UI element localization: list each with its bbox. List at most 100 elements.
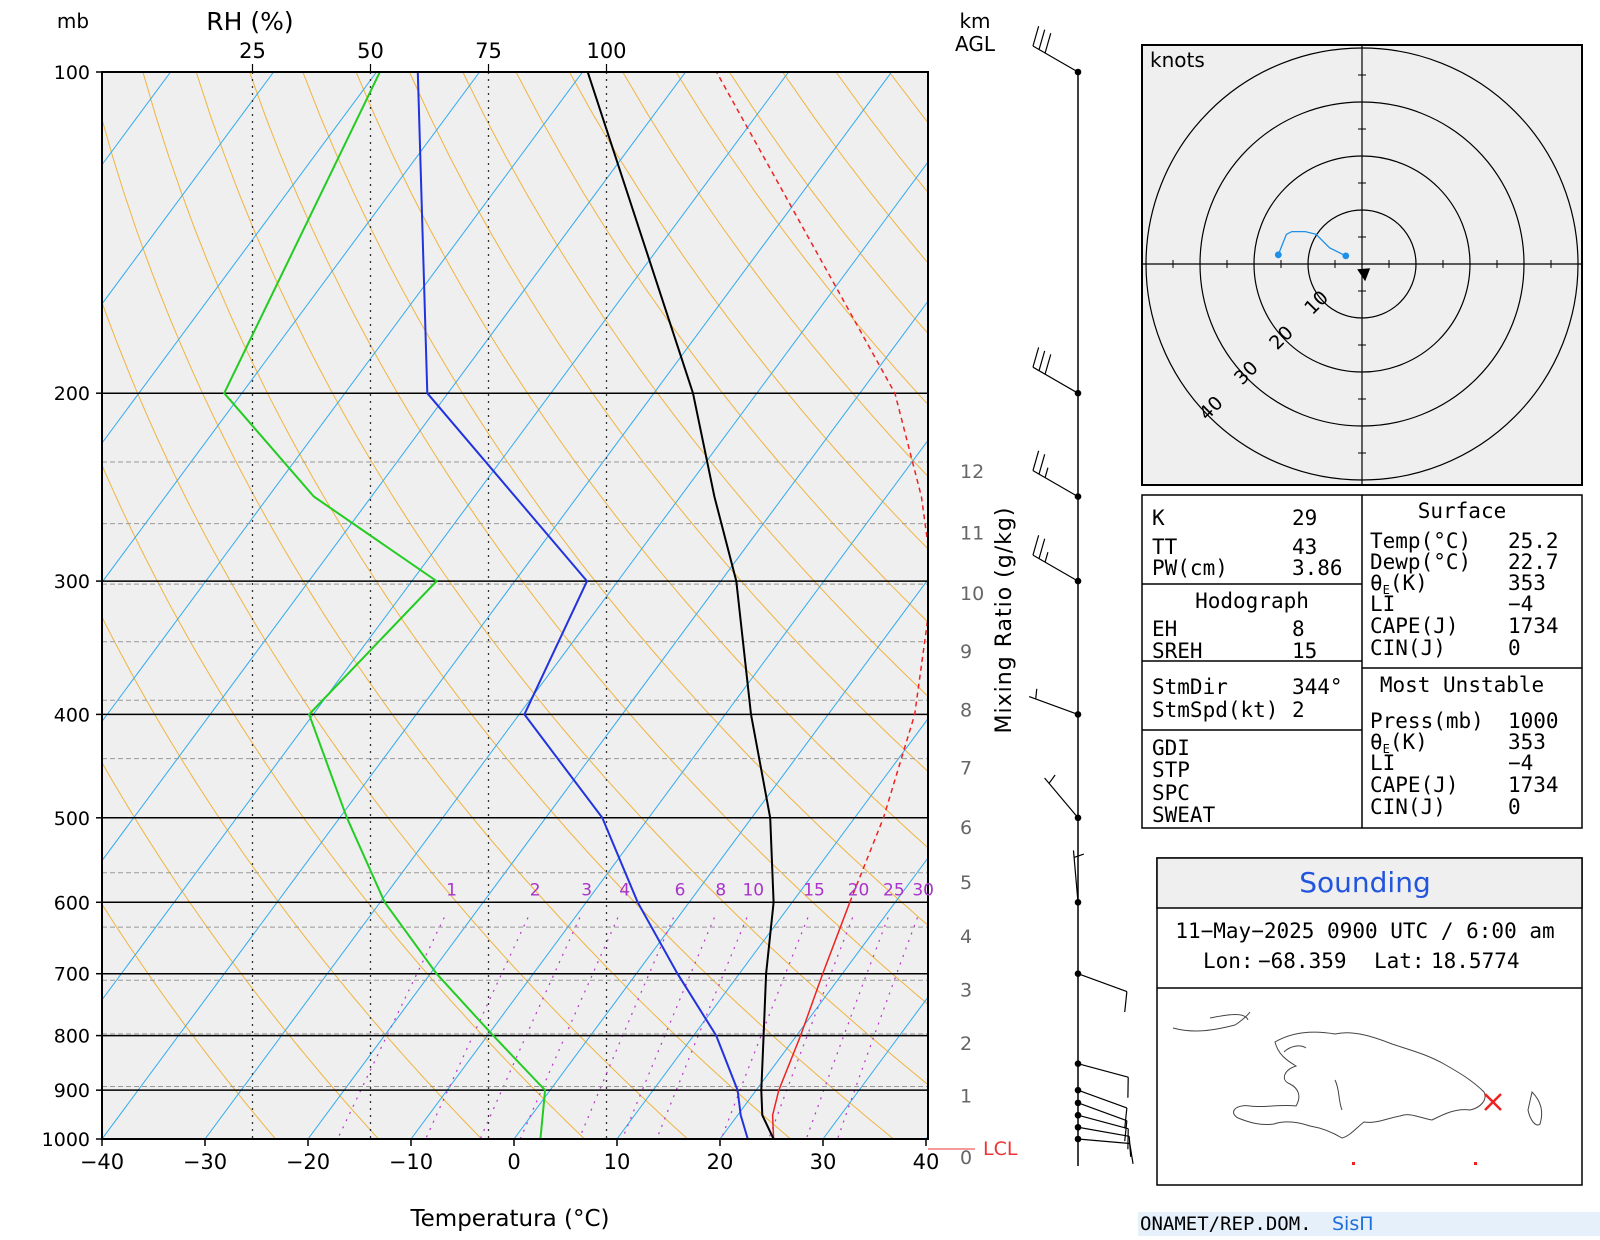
indices-table: K 29 TT 43 PW(cm) 3.86 Hodograph EH 8 SR… — [1142, 495, 1582, 828]
lcl-label: LCL — [983, 1138, 1018, 1160]
temperature-tick-label: −30 — [183, 1150, 227, 1174]
wind-barb — [1033, 535, 1081, 584]
rh-tick-label: 25 — [239, 39, 266, 63]
mixing-ratio-tick-label: 20 — [848, 880, 870, 900]
wind-barb — [1075, 970, 1127, 1012]
pressure-tick-label: 700 — [54, 964, 90, 986]
sreh-label: SREH — [1152, 639, 1203, 663]
hodograph-start-point — [1342, 253, 1349, 260]
rh-tick-label: 75 — [475, 39, 502, 63]
temperature-tick-label: 10 — [604, 1150, 631, 1174]
mixing-ratio-tick-label: 6 — [675, 880, 686, 900]
hodograph-unit-label: knots — [1150, 48, 1205, 72]
surface-title: Surface — [1418, 499, 1507, 523]
wind-barb — [1075, 1112, 1129, 1149]
stmspd-value: 2 — [1292, 698, 1305, 722]
mu-li-value: −4 — [1508, 751, 1533, 775]
pressure-tick-label: 600 — [54, 892, 90, 914]
mixing-ratio-tick-label: 1 — [446, 880, 457, 900]
temperature-tick-label: 30 — [810, 1150, 837, 1174]
mu-cin-value: 0 — [1508, 795, 1521, 819]
sweat-label: SWEAT — [1152, 803, 1216, 827]
wind-barb — [1075, 1124, 1131, 1157]
pw-value: 3.86 — [1292, 556, 1343, 580]
pressure-tick-label: 800 — [54, 1026, 90, 1048]
height-tick-label: 9 — [960, 641, 972, 663]
height-tick-label: 11 — [960, 523, 984, 545]
mixing-ratio-tick-label: 8 — [715, 880, 726, 900]
stmdir-label: StmDir — [1152, 675, 1228, 699]
mixing-ratio-tick-label: 4 — [619, 880, 630, 900]
height-tick-label: 6 — [960, 817, 972, 839]
height-tick-label: 8 — [960, 699, 972, 721]
hodograph-section-title: Hodograph — [1195, 589, 1309, 613]
surface-li-label: LI — [1370, 592, 1395, 616]
mixing-ratio-tick-label: 3 — [581, 880, 592, 900]
lon-label: Lon: — [1203, 949, 1254, 973]
footer-brand: SisΠ — [1332, 1213, 1374, 1235]
mixing-ratio-tick-label: 15 — [803, 880, 825, 900]
mu-cin-label: CIN(J) — [1370, 795, 1446, 819]
pressure-tick-label: 100 — [54, 62, 90, 84]
height-tick-label: 0 — [960, 1147, 972, 1169]
surface-cin-value: 0 — [1508, 636, 1521, 660]
rh-axis-label: RH (%) — [206, 7, 293, 36]
pressure-tick-label: 300 — [54, 571, 90, 593]
k-index-label: K — [1152, 506, 1165, 530]
wind-barb — [1033, 451, 1081, 500]
pw-label: PW(cm) — [1152, 556, 1228, 580]
rh-tick-label: 100 — [586, 39, 626, 63]
sounding-title: Sounding — [1299, 866, 1430, 899]
height-axis-label-agl: AGL — [955, 32, 996, 56]
height-axis-label-km: km — [959, 9, 990, 33]
mixing-ratio-tick-label: 10 — [742, 880, 764, 900]
wind-barb — [1033, 26, 1081, 75]
surface-cape-value: 1734 — [1508, 614, 1559, 638]
skewt-plot-area — [102, 72, 928, 1139]
lat-label: Lat: — [1374, 949, 1425, 973]
height-tick-label: 12 — [960, 461, 984, 483]
height-tick-label: 4 — [960, 926, 972, 948]
pressure-axis-label: mb — [57, 9, 89, 33]
footer-org: ONAMET/REP.DOM. — [1140, 1213, 1312, 1235]
mixing-ratio-tick-label: 2 — [530, 880, 541, 900]
temperature-axis-label: Temperatura (°C) — [410, 1206, 610, 1232]
pressure-tick-label: 400 — [54, 704, 90, 726]
wind-barb — [1033, 347, 1081, 396]
height-tick-label: 5 — [960, 872, 972, 894]
height-tick-label: 7 — [960, 758, 972, 780]
temperature-tick-label: 40 — [913, 1150, 940, 1174]
rh-tick-label: 50 — [357, 39, 384, 63]
height-tick-label: 2 — [960, 1033, 972, 1055]
k-index-value: 29 — [1292, 506, 1317, 530]
pressure-tick-label: 1000 — [42, 1129, 90, 1151]
height-tick-label: 10 — [960, 583, 984, 605]
most-unstable-title: Most Unstable — [1380, 673, 1544, 697]
wind-barb — [1029, 689, 1081, 718]
mu-cape-value: 1734 — [1508, 773, 1559, 797]
temperature-tick-label: −10 — [389, 1150, 433, 1174]
stp-label: STP — [1152, 758, 1190, 782]
pressure-tick-label: 500 — [54, 808, 90, 830]
surface-cin-label: CIN(J) — [1370, 636, 1446, 660]
eh-label: EH — [1152, 617, 1177, 641]
spc-label: SPC — [1152, 781, 1190, 805]
gdi-label: GDI — [1152, 736, 1190, 760]
lat-value: 18.5774 — [1431, 949, 1520, 973]
sounding-datetime: 11−May−2025 0900 UTC / 6:00 am — [1175, 919, 1554, 943]
wind-barb — [1045, 775, 1082, 821]
hodograph-end-point — [1275, 251, 1282, 258]
mixing-ratio-tick-label: 30 — [912, 880, 934, 900]
pressure-tick-label: 900 — [54, 1080, 90, 1102]
mixing-ratio-tick-label: 25 — [883, 880, 905, 900]
mu-li-label: LI — [1370, 751, 1395, 775]
mixing-ratio-axis-label: Mixing Ratio (g/kg) — [992, 507, 1017, 734]
sreh-value: 15 — [1292, 639, 1317, 663]
temperature-tick-label: −40 — [80, 1150, 124, 1174]
footer-bar: ONAMET/REP.DOM. SisΠ — [1138, 1212, 1600, 1236]
stmdir-value: 344° — [1292, 675, 1343, 699]
surface-cape-label: CAPE(J) — [1370, 614, 1459, 638]
